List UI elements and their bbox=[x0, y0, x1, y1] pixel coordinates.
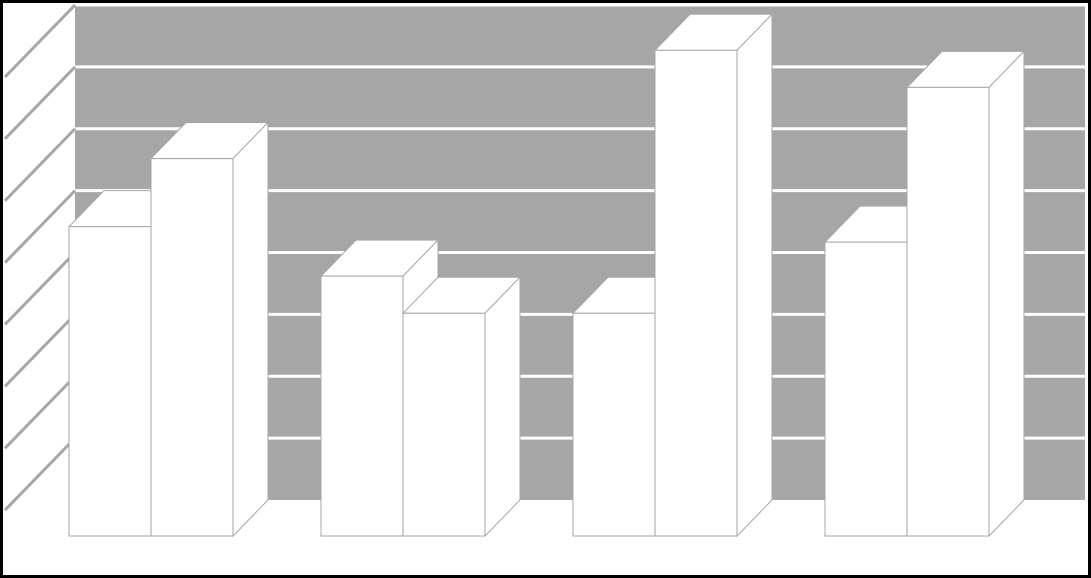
bar-chart-3d bbox=[0, 0, 1091, 578]
chart-canvas bbox=[0, 0, 1091, 578]
